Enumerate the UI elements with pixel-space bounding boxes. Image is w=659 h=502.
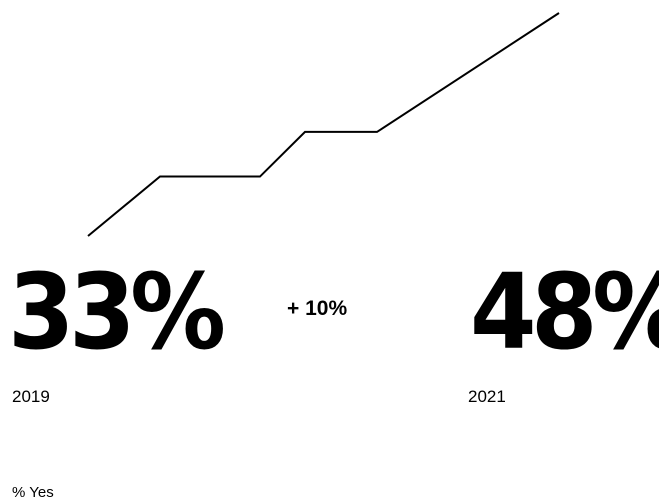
end-year-label: 2021: [468, 387, 506, 406]
trend-line: [87, 12, 560, 237]
start-year-label: 2019: [12, 387, 50, 406]
unit-label: % Yes: [12, 484, 54, 501]
trend-line-layer: [87, 12, 560, 237]
change-label: + 10%: [287, 297, 348, 320]
end-value-label: 48%: [470, 251, 659, 373]
start-value-label: 33%: [8, 251, 226, 373]
